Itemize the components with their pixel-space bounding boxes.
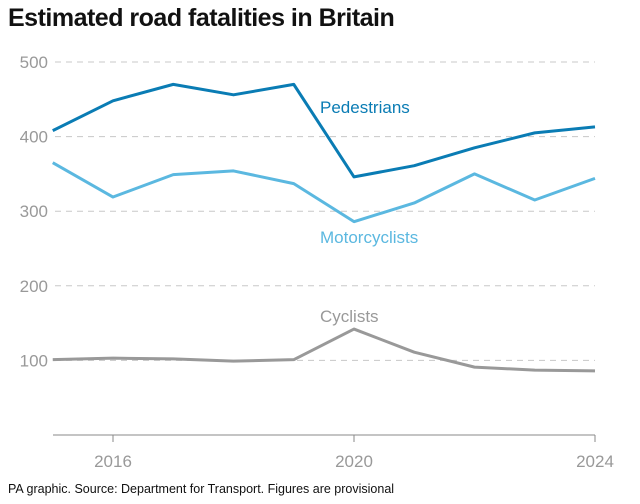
- series-label-cyclists: Cyclists: [320, 307, 379, 326]
- y-tick-label: 300: [20, 202, 48, 221]
- series-line-motorcyclists: [52, 161, 596, 224]
- series-label-pedestrians: Pedestrians: [320, 98, 410, 117]
- x-tick-label: 2016: [94, 452, 132, 471]
- x-tick-label: 2020: [335, 452, 373, 471]
- source-note: PA graphic. Source: Department for Trans…: [8, 482, 395, 496]
- chart-title: Estimated road fatalities in Britain: [8, 4, 395, 32]
- y-tick-label: 200: [20, 277, 48, 296]
- y-tick-label: 500: [20, 53, 48, 72]
- series-line-pedestrians: [52, 82, 596, 179]
- y-tick-label: 100: [20, 351, 48, 370]
- series-line-cyclists: [52, 327, 596, 373]
- y-tick-label: 400: [20, 128, 48, 147]
- series-label-motorcyclists: Motorcyclists: [320, 228, 418, 247]
- x-tick-label: 2024: [576, 452, 614, 471]
